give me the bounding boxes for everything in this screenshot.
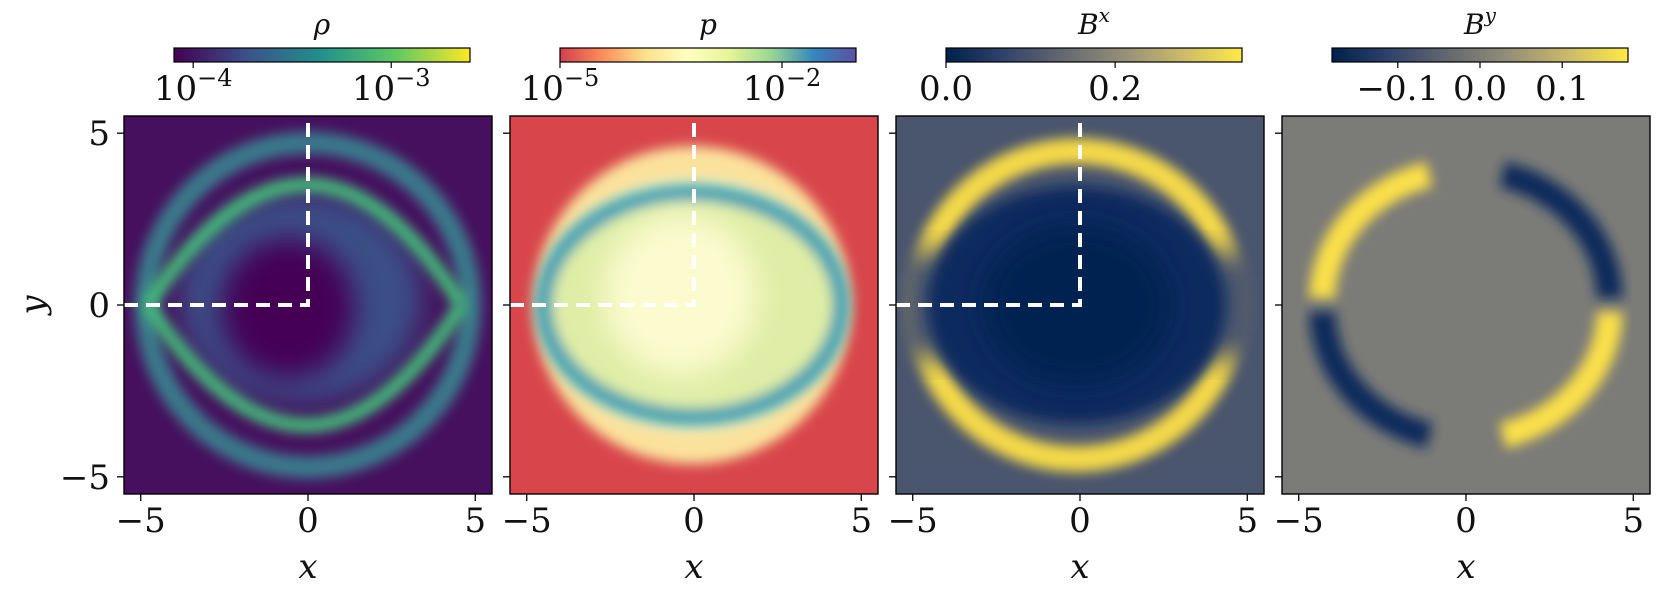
x-axis-label: x [1070,547,1089,587]
x-tick-label: 0 [297,501,319,541]
panel-4: By −0.1 0.0 0.1 −5 0 5 x [1274,3,1651,587]
colorbar-tick-label: 0.1 [1535,69,1589,109]
x-axis-label: x [684,547,703,587]
panel-3: Bx 0.0 0.2 −5 0 5 x [888,3,1265,587]
y-tick-label: −5 [60,458,110,498]
shock-arc-lower [141,301,468,433]
x-tick-label: 5 [850,501,872,541]
panel-2: p 10−5 10−2 −5 0 5 x [502,8,879,587]
colorbar-3 [945,47,1243,63]
x-tick-label: 5 [464,501,486,541]
dashed-guide [510,116,696,307]
y-axis-label: y [13,295,53,317]
x-tick-label: 0 [1455,501,1477,541]
dashed-guide [896,116,1082,307]
field-lobe [1309,311,1433,449]
colorbar-2 [559,47,857,63]
shock-arc-upper [141,177,468,309]
field-structure [221,238,355,379]
colorbar-tick-label: 0.0 [919,69,973,109]
field-lobe [1499,161,1623,299]
colorbar-tick-label: 10−3 [352,64,431,109]
panel-1: ρ 10−4 10−3 −5 0 5 x 5 0 −5 y [13,8,493,587]
x-tick-label: −5 [1274,501,1324,541]
x-tick-label: 5 [1236,501,1258,541]
colorbar-title: ρ [313,8,331,41]
x-tick-label: −5 [502,501,552,541]
colorbar-tick-label: 10−4 [154,64,233,109]
background [1282,116,1650,494]
field-lobe [1499,311,1623,449]
colorbar-title: p [699,8,717,41]
colorbar-title: Bx [1077,3,1110,41]
y-tick-label: 0 [88,286,110,326]
y-tick-label: 5 [88,114,110,154]
colorbar-title: By [1463,3,1497,41]
colorbar-tick-label: 0.0 [1453,69,1507,109]
colorbar-1 [173,47,471,63]
field-lobe [1309,161,1433,299]
field-structure [134,131,482,479]
x-tick-label: 5 [1622,501,1644,541]
colorbar-tick-label: 0.2 [1088,69,1142,109]
x-tick-label: 0 [683,501,705,541]
x-axis-label: x [298,547,317,587]
heatmap-3 [896,116,1264,494]
x-tick-label: −5 [888,501,938,541]
x-tick-label: −5 [116,501,166,541]
heatmap-4 [1282,116,1650,494]
colorbar-4 [1331,47,1629,63]
dashed-guide [124,116,310,307]
colorbar-tick-label: 10−2 [743,64,822,109]
colorbar-tick-label: 10−5 [521,64,600,109]
colorbar-tick-label: −0.1 [1356,69,1439,109]
x-tick-label: 0 [1069,501,1091,541]
field-structure [603,214,758,376]
x-axis-label: x [1456,547,1475,587]
